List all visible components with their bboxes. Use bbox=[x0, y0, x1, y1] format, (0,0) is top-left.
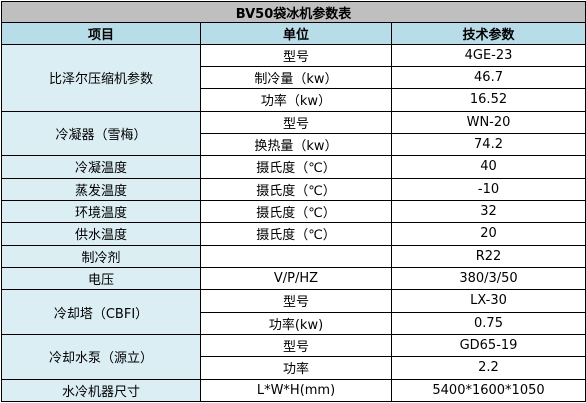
header-unit: 单位 bbox=[200, 22, 392, 45]
value-cell: -10 bbox=[390, 177, 586, 201]
value-cell: 5400*1600*1050 bbox=[390, 378, 586, 403]
table-row: 比泽尔压缩机参数 型号 4GE-23 bbox=[1, 43, 586, 112]
unit-cell: L*W*H(mm) bbox=[200, 378, 392, 403]
table-row: 冷却水泵（源立） 型号 GD65-19 bbox=[1, 333, 586, 380]
table-row: 电压 V/P/HZ 380/3/50 bbox=[1, 266, 586, 291]
unit-cell: 功率（kw） bbox=[200, 88, 392, 112]
table-title: BV50袋冰机参数表 bbox=[0, 0, 586, 24]
unit-cell: 型号 bbox=[200, 110, 392, 134]
item-cell-voltage: 电压 bbox=[1, 266, 201, 291]
table-row: 冷却塔（CBFI） 型号 LX-30 bbox=[1, 289, 586, 335]
unit-cell: 摄氏度（℃） bbox=[200, 177, 392, 201]
item-cell-condenser: 冷凝器（雪梅） bbox=[1, 110, 201, 157]
item-cell-compressor: 比泽尔压缩机参数 bbox=[1, 43, 201, 112]
unit-cell: 摄氏度（℃） bbox=[200, 222, 392, 246]
unit-cell: 型号 bbox=[200, 43, 392, 67]
value-cell: 2.2 bbox=[390, 356, 586, 380]
table-header-row: 项目 单位 技术参数 bbox=[1, 22, 586, 45]
table-title-row: BV50袋冰机参数表 bbox=[0, 0, 586, 24]
item-cell-dimensions: 水冷机器尺寸 bbox=[1, 378, 201, 403]
table-row: 蒸发温度 摄氏度（℃） -10 bbox=[1, 177, 586, 201]
value-cell: 40 bbox=[390, 155, 586, 179]
unit-cell: 型号 bbox=[200, 333, 392, 358]
unit-cell: 换热量（kw） bbox=[200, 132, 392, 157]
value-cell: GD65-19 bbox=[390, 333, 586, 358]
table-row: 制冷剂 R22 bbox=[1, 244, 586, 268]
table-row: 换热量（kw） 74.2 bbox=[2, 132, 586, 157]
unit-cell bbox=[200, 244, 392, 268]
item-cell-pump: 冷却水泵（源立） bbox=[1, 333, 201, 380]
header-item: 项目 bbox=[1, 22, 201, 45]
unit-cell: V/P/HZ bbox=[200, 266, 392, 291]
value-cell: R22 bbox=[390, 244, 586, 268]
unit-cell: 制冷量（kw） bbox=[200, 65, 392, 90]
value-cell: 20 bbox=[390, 222, 586, 246]
value-cell: 0.75 bbox=[390, 311, 586, 335]
table-row: 水冷机器尺寸 L*W*H(mm) 5400*1600*1050 bbox=[1, 378, 586, 403]
unit-cell: 摄氏度（℃） bbox=[200, 199, 392, 224]
item-cell-water-temp: 供水温度 bbox=[1, 222, 201, 246]
value-cell: 74.2 bbox=[390, 132, 586, 157]
unit-cell: 功率(kw) bbox=[200, 311, 392, 335]
item-cell-cooling-tower: 冷却塔（CBFI） bbox=[1, 289, 201, 335]
item-cell-env-temp: 环境温度 bbox=[1, 199, 201, 224]
value-cell: 16.52 bbox=[390, 88, 586, 112]
unit-cell: 摄氏度（℃） bbox=[200, 155, 392, 179]
value-cell: 32 bbox=[390, 199, 586, 224]
value-cell: LX-30 bbox=[390, 289, 586, 313]
unit-cell: 型号 bbox=[200, 289, 392, 313]
item-cell-refrigerant: 制冷剂 bbox=[1, 244, 201, 268]
item-cell-evap-temp: 蒸发温度 bbox=[1, 177, 201, 201]
value-cell: 46.7 bbox=[390, 65, 586, 90]
table-row: 冷凝温度 摄氏度（℃） 40 bbox=[1, 155, 586, 179]
unit-cell: 功率 bbox=[200, 356, 392, 380]
value-cell: 4GE-23 bbox=[390, 43, 586, 67]
table-row: 环境温度 摄氏度（℃） 32 bbox=[1, 199, 586, 224]
item-cell-cond-temp: 冷凝温度 bbox=[1, 155, 201, 179]
table-row: 功率 2.2 bbox=[2, 356, 586, 380]
table-row: 冷凝器（雪梅） 型号 WN-20 bbox=[1, 110, 586, 157]
value-cell: 380/3/50 bbox=[390, 266, 586, 291]
header-value: 技术参数 bbox=[390, 22, 586, 45]
table-row: 供水温度 摄氏度（℃） 20 bbox=[1, 222, 586, 246]
value-cell: WN-20 bbox=[390, 110, 586, 134]
